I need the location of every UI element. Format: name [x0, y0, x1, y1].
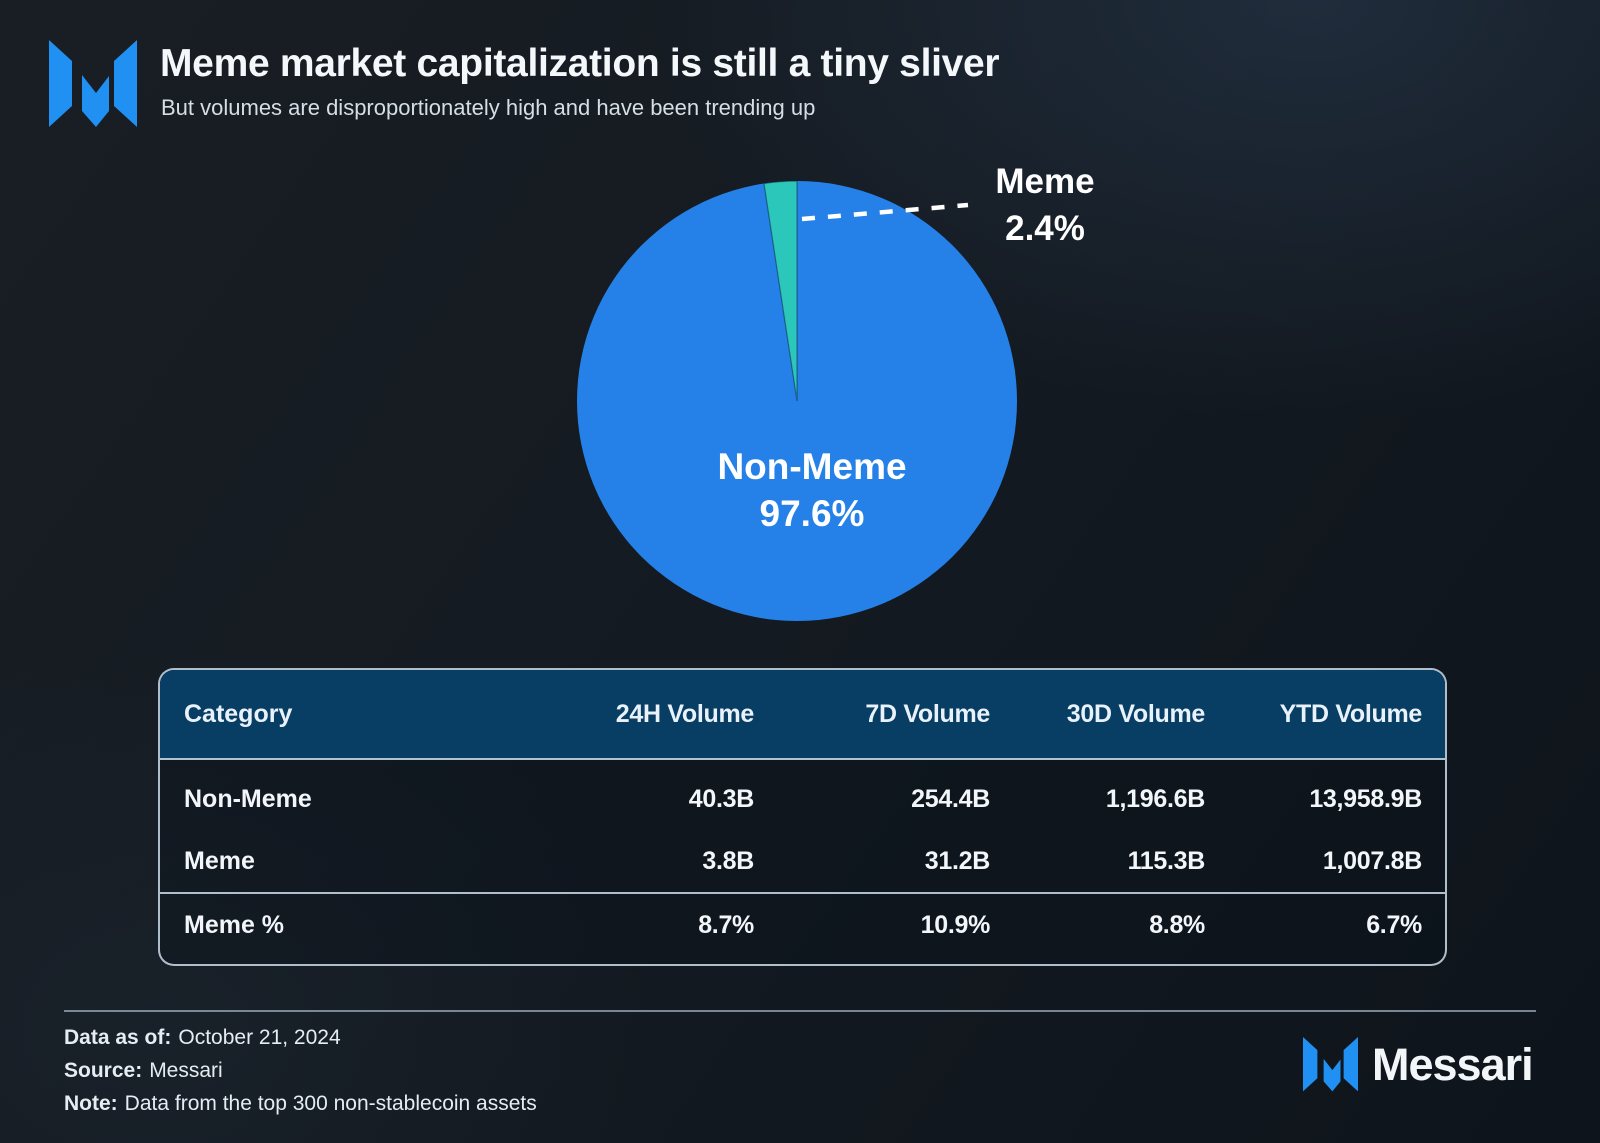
cell-30d: 1,196.6B: [1105, 784, 1205, 813]
note-label: Note:: [64, 1092, 118, 1115]
table-footer-section: Meme % 8.7% 10.9% 8.8% 6.7%: [160, 894, 1445, 964]
logo-left-bar: [1303, 1037, 1318, 1092]
table-body: Non-Meme 40.3B 254.4B 1,196.6B 13,958.9B…: [160, 760, 1445, 964]
cell-7d: 31.2B: [924, 846, 991, 875]
data-as-of-label: Data as of:: [64, 1026, 172, 1049]
source-value: Messari: [149, 1059, 223, 1082]
col-header-ytd-volume: YTD Volume: [1279, 699, 1423, 728]
note-value: Data from the top 300 non-stablecoin ass…: [124, 1092, 537, 1115]
non-meme-label-value: 97.6%: [759, 493, 865, 534]
col-header-category: Category: [184, 699, 293, 728]
logo-right-bar: [1343, 1037, 1358, 1092]
logo-right-bar: [114, 40, 137, 127]
logo-middle-chevron: [1323, 1058, 1341, 1092]
meme-slice-label: Meme 2.4%: [925, 158, 1165, 252]
table-row-non-meme: Non-Meme 40.3B 254.4B 1,196.6B 13,958.9B: [160, 768, 1445, 830]
callout-leader-line: [801, 202, 969, 222]
messari-logo-icon: [49, 40, 137, 127]
data-as-of-line: Data as of: October 21, 2024: [64, 1021, 537, 1054]
cell-30d: 8.8%: [1149, 910, 1205, 939]
data-as-of-value: October 21, 2024: [178, 1026, 341, 1049]
table-row-meme: Meme 3.8B 31.2B 115.3B 1,007.8B: [160, 830, 1445, 892]
cell-category: Non-Meme: [184, 784, 312, 813]
footnotes: Data as of: October 21, 2024 Source: Messa…: [64, 1021, 537, 1120]
non-meme-label-text: Non-Meme: [717, 446, 907, 487]
cell-ytd: 1,007.8B: [1322, 846, 1422, 875]
cell-24h: 8.7%: [698, 910, 754, 939]
cell-24h: 3.8B: [702, 846, 754, 875]
table-header-row: Category 24H Volume 7D Volume 30D Volume…: [160, 670, 1445, 760]
meme-label-value: 2.4%: [1005, 209, 1085, 248]
note-line: Note: Data from the top 300 non-stablecoi…: [64, 1087, 537, 1120]
table-row-meme-pct: Meme % 8.7% 10.9% 8.8% 6.7%: [160, 894, 1445, 956]
cell-30d: 115.3B: [1127, 846, 1206, 875]
cell-category: Meme %: [184, 910, 285, 939]
col-header-24h-volume: 24H Volume: [615, 699, 755, 728]
pie-chart: [577, 180, 1017, 621]
page-title: Meme market capitalization is still a ti…: [160, 42, 1000, 85]
source-label: Source:: [64, 1059, 143, 1082]
cell-ytd: 6.7%: [1366, 910, 1422, 939]
col-header-7d-volume: 7D Volume: [865, 699, 990, 728]
cell-category: Meme: [184, 846, 255, 875]
messari-logo-icon: [1303, 1037, 1358, 1092]
cell-7d: 254.4B: [911, 784, 990, 813]
brand-lockup: Messari: [1303, 1037, 1534, 1092]
cell-ytd: 13,958.9B: [1309, 784, 1422, 813]
non-meme-slice-label: Non-Meme 97.6%: [652, 443, 972, 537]
logo-middle-chevron: [82, 75, 109, 127]
source-line: Source: Messari: [64, 1054, 537, 1087]
table-separator: [160, 892, 1445, 894]
col-header-30d-volume: 30D Volume: [1066, 699, 1206, 728]
pie-slice-meme: [763, 180, 798, 402]
meme-label-text: Meme: [995, 162, 1095, 201]
page-subtitle: But volumes are disproportionately high …: [161, 95, 816, 120]
brand-wordmark: Messari: [1372, 1039, 1534, 1090]
footer-divider: [64, 1010, 1536, 1012]
cell-24h: 40.3B: [688, 784, 755, 813]
volume-table: Category 24H Volume 7D Volume 30D Volume…: [158, 668, 1447, 966]
cell-7d: 10.9%: [920, 910, 991, 939]
logo-left-bar: [49, 40, 72, 127]
